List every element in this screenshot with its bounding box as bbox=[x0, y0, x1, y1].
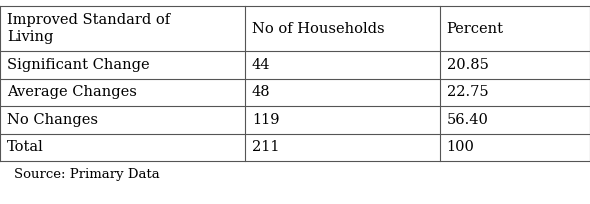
Text: Total: Total bbox=[7, 140, 44, 154]
Text: No of Households: No of Households bbox=[252, 22, 385, 35]
Text: No Changes: No Changes bbox=[7, 113, 98, 127]
Text: Source: Primary Data: Source: Primary Data bbox=[14, 168, 160, 181]
Text: Significant Change: Significant Change bbox=[7, 58, 150, 72]
Text: 44: 44 bbox=[252, 58, 270, 72]
Text: 22.75: 22.75 bbox=[447, 85, 489, 99]
Text: 20.85: 20.85 bbox=[447, 58, 489, 72]
Text: Percent: Percent bbox=[447, 22, 504, 35]
Text: 56.40: 56.40 bbox=[447, 113, 489, 127]
Text: 48: 48 bbox=[252, 85, 271, 99]
Text: 211: 211 bbox=[252, 140, 280, 154]
Text: Average Changes: Average Changes bbox=[7, 85, 137, 99]
Text: 119: 119 bbox=[252, 113, 280, 127]
Text: Improved Standard of
Living: Improved Standard of Living bbox=[7, 13, 170, 44]
Text: 100: 100 bbox=[447, 140, 474, 154]
